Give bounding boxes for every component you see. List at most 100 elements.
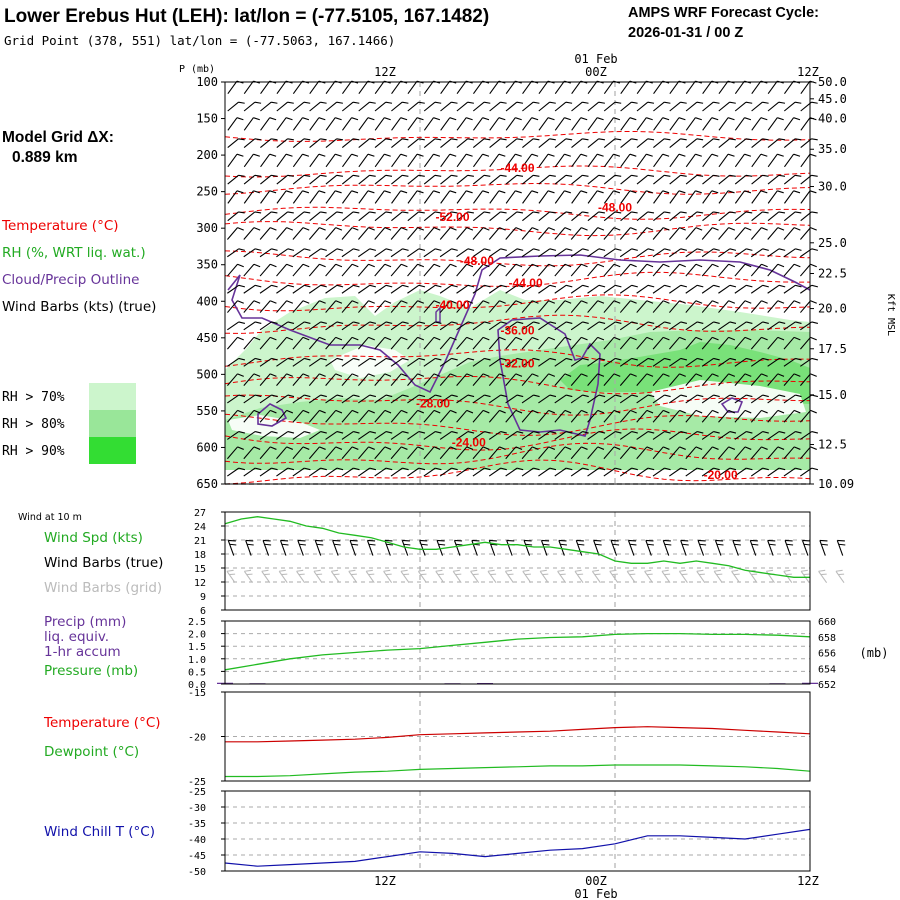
wind-barb-grid <box>591 569 601 584</box>
wind-barb <box>423 394 442 404</box>
wind-barb <box>734 190 752 204</box>
wind-barb <box>603 153 621 168</box>
y-tick-label: 18 <box>194 550 206 561</box>
wind-barb <box>505 248 524 258</box>
wind-barb <box>292 174 311 185</box>
wind-barb <box>620 138 638 149</box>
wind-barb <box>472 357 491 367</box>
pressure-tick-label: 500 <box>196 367 218 381</box>
wind-barb <box>227 138 245 149</box>
wind-barb <box>521 227 539 240</box>
wind-barb <box>358 394 377 404</box>
wind-barb-grid <box>313 569 323 584</box>
wind-barb <box>407 190 424 204</box>
wind-barb <box>767 321 786 331</box>
wind-barb <box>292 284 311 294</box>
wind-barb <box>522 117 539 131</box>
page-title: Lower Erebus Hut (LEH): lat/lon = (-77.5… <box>4 6 489 27</box>
wind-barb <box>276 153 293 168</box>
wind-barb <box>226 373 244 387</box>
wind-barb <box>652 300 670 313</box>
wind-barb <box>407 101 425 112</box>
wind-barb <box>734 227 752 240</box>
wind-barb <box>505 101 524 112</box>
wind-barb <box>325 117 342 131</box>
wind-barb <box>505 227 523 240</box>
wind-barb <box>472 336 490 350</box>
wind-barb <box>784 153 801 168</box>
wind-barb-true <box>627 539 637 556</box>
wind-barb <box>341 101 360 112</box>
wind-barb <box>226 227 244 240</box>
wind-barb <box>374 373 392 387</box>
temperature-contour-label: -52.00 <box>435 210 469 224</box>
wind-barb <box>489 101 507 112</box>
wind-barb <box>407 467 426 477</box>
wind-barb <box>652 409 670 423</box>
wind-barb <box>521 467 540 477</box>
wind-barb <box>669 174 687 185</box>
temperature-line <box>225 726 811 743</box>
wind-barb <box>456 431 475 440</box>
wind-barb <box>505 373 523 387</box>
wind-barb <box>259 227 277 240</box>
wind-barb <box>342 153 359 168</box>
wind-barb <box>653 190 670 204</box>
isotherm <box>224 271 810 287</box>
y-tick-label: -50 <box>188 867 206 878</box>
wind-barb <box>783 101 802 112</box>
wind-barb <box>407 409 425 423</box>
y-tick-label: 0.5 <box>188 667 206 678</box>
wind-barb <box>259 373 277 387</box>
wind-barb-true <box>297 539 306 556</box>
wind-barb <box>341 138 360 149</box>
wind-barb <box>522 101 540 112</box>
wind-barb-true <box>836 539 846 556</box>
wind-barb <box>571 190 588 204</box>
wind-barb <box>342 117 359 131</box>
wind-barb <box>341 263 359 277</box>
wind-barb <box>685 227 703 240</box>
wind-barb <box>456 227 474 240</box>
wind-barb <box>292 467 311 477</box>
wind-barb <box>668 446 686 460</box>
wind-barb <box>505 117 522 131</box>
wind-barb <box>358 153 375 168</box>
wind-barb <box>505 284 524 294</box>
wind-barb <box>276 409 294 423</box>
wind-barb <box>554 373 572 387</box>
wind-barb <box>292 336 310 350</box>
wind-barb <box>260 153 277 168</box>
wind-barb <box>243 211 262 222</box>
wind-barb <box>685 409 703 423</box>
pressure-axis-label: P (mb) <box>179 64 215 75</box>
pressure-unit-label: (mb) <box>860 646 889 660</box>
wind-barb <box>636 321 655 331</box>
wind-barb <box>767 153 784 168</box>
isotherm <box>224 131 811 142</box>
wind-barb <box>750 300 768 313</box>
isotherm <box>224 182 811 195</box>
dry-pocket-1 <box>228 415 320 438</box>
wind-barb <box>488 467 507 477</box>
wind-barb <box>718 138 736 149</box>
wind-barb <box>701 467 720 477</box>
wind-barb <box>652 248 671 258</box>
wind-barb <box>308 227 326 240</box>
wind-barb <box>718 321 737 331</box>
wind-barb <box>587 153 604 168</box>
wind-barb <box>750 284 769 294</box>
wind-barb <box>342 190 359 204</box>
legend-cloud-outline: Cloud/Precip Outline <box>2 272 139 288</box>
wind-barb <box>292 394 311 404</box>
wind-barb <box>374 174 393 185</box>
wind-barb <box>669 153 686 168</box>
wind-barb <box>701 373 719 387</box>
wind-barb <box>619 300 637 313</box>
wind-barb <box>734 431 753 440</box>
wind-speed-line <box>224 516 810 578</box>
wind-barb <box>439 394 458 404</box>
wind-barb <box>423 248 442 258</box>
pressure-tick-label: 600 <box>196 440 218 454</box>
wind-barb <box>554 263 572 277</box>
